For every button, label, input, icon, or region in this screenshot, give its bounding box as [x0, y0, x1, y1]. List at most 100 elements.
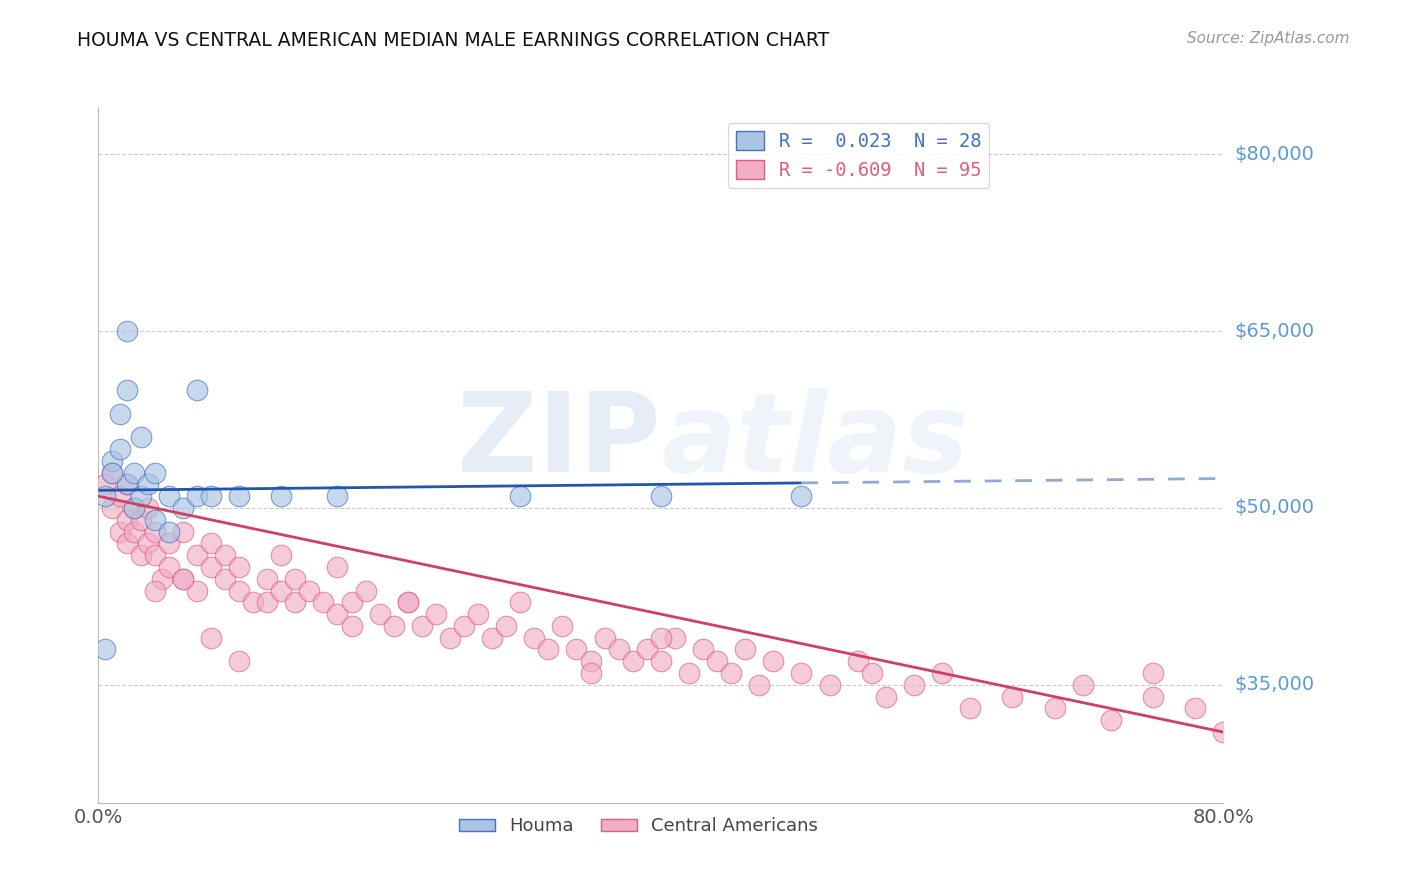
Point [228, 560, 250, 574]
Point [593, 631, 616, 645]
Text: HOUMA VS CENTRAL AMERICAN MEDIAN MALE EARNINGS CORRELATION CHART: HOUMA VS CENTRAL AMERICAN MEDIAN MALE EA… [77, 31, 830, 50]
Point [115, 477, 138, 491]
Point [354, 583, 377, 598]
Point [340, 595, 363, 609]
Point [270, 583, 292, 598]
Point [136, 500, 159, 515]
Point [326, 489, 349, 503]
Point [1043, 701, 1066, 715]
Point [228, 489, 250, 503]
Point [1212, 725, 1234, 739]
Point [186, 489, 208, 503]
Legend: Houma, Central Americans: Houma, Central Americans [451, 810, 825, 842]
Point [172, 524, 194, 539]
Point [108, 442, 131, 456]
Point [122, 500, 145, 515]
Point [115, 536, 138, 550]
Point [706, 654, 728, 668]
Point [108, 407, 131, 421]
Point [214, 548, 236, 562]
Point [931, 666, 953, 681]
Point [143, 548, 166, 562]
Text: $80,000: $80,000 [1234, 145, 1315, 164]
Point [523, 631, 546, 645]
Point [720, 666, 742, 681]
Point [495, 619, 517, 633]
Point [312, 595, 335, 609]
Point [959, 701, 981, 715]
Point [298, 583, 321, 598]
Point [143, 583, 166, 598]
Point [846, 654, 869, 668]
Point [467, 607, 489, 621]
Point [425, 607, 447, 621]
Point [664, 631, 686, 645]
Point [439, 631, 461, 645]
Point [172, 572, 194, 586]
Point [650, 489, 672, 503]
Point [1071, 678, 1094, 692]
Point [129, 489, 152, 503]
Text: Source: ZipAtlas.com: Source: ZipAtlas.com [1187, 31, 1350, 46]
Point [115, 513, 138, 527]
Point [396, 595, 419, 609]
Point [790, 666, 813, 681]
Point [101, 466, 124, 480]
Point [115, 383, 138, 397]
Point [903, 678, 925, 692]
Point [1184, 701, 1206, 715]
Point [270, 548, 292, 562]
Text: $35,000: $35,000 [1234, 675, 1315, 694]
Point [242, 595, 264, 609]
Point [157, 524, 180, 539]
Point [621, 654, 644, 668]
Point [214, 572, 236, 586]
Text: atlas: atlas [661, 387, 969, 494]
Point [818, 678, 841, 692]
Point [481, 631, 503, 645]
Point [579, 666, 602, 681]
Point [129, 513, 152, 527]
Point [101, 500, 124, 515]
Point [157, 489, 180, 503]
Point [186, 383, 208, 397]
Point [186, 548, 208, 562]
Point [650, 631, 672, 645]
Point [122, 500, 145, 515]
Point [143, 466, 166, 480]
Point [129, 430, 152, 444]
Point [101, 466, 124, 480]
Point [790, 489, 813, 503]
Point [228, 583, 250, 598]
Point [1001, 690, 1024, 704]
Point [115, 477, 138, 491]
Point [94, 642, 117, 657]
Point [607, 642, 630, 657]
Point [200, 631, 222, 645]
Point [157, 560, 180, 574]
Text: $65,000: $65,000 [1234, 322, 1315, 341]
Point [172, 500, 194, 515]
Point [136, 536, 159, 550]
Point [200, 560, 222, 574]
Point [122, 466, 145, 480]
Point [565, 642, 588, 657]
Point [172, 572, 194, 586]
Point [136, 477, 159, 491]
Point [200, 536, 222, 550]
Point [368, 607, 391, 621]
Point [101, 454, 124, 468]
Point [186, 583, 208, 598]
Point [748, 678, 770, 692]
Point [108, 524, 131, 539]
Point [1099, 713, 1122, 727]
Point [396, 595, 419, 609]
Point [875, 690, 897, 704]
Point [340, 619, 363, 633]
Point [94, 489, 117, 503]
Point [228, 654, 250, 668]
Point [537, 642, 560, 657]
Point [453, 619, 475, 633]
Point [650, 654, 672, 668]
Text: ZIP: ZIP [457, 387, 661, 494]
